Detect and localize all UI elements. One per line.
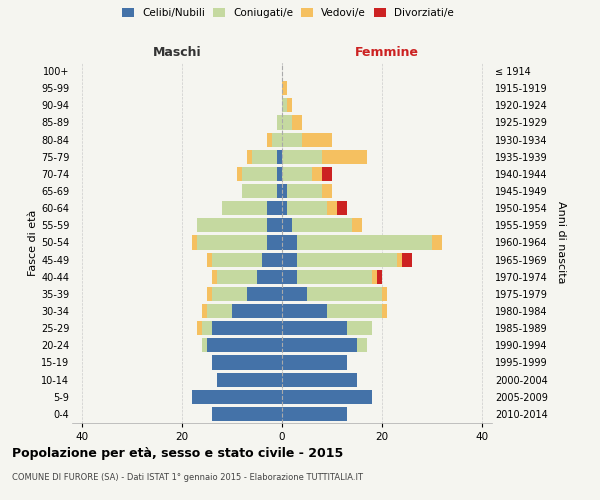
Bar [297,252,397,266]
Bar [282,201,287,215]
Bar [282,252,297,266]
Bar [382,287,387,301]
Bar [212,407,282,421]
Bar [282,407,347,421]
Bar [337,201,347,215]
Bar [372,270,377,284]
Bar [277,150,282,164]
Bar [242,184,277,198]
Bar [377,270,382,284]
Bar [212,356,282,370]
Bar [212,252,262,266]
Bar [217,372,282,386]
Bar [287,184,322,198]
Bar [237,167,242,181]
Bar [322,167,332,181]
Bar [217,270,257,284]
Bar [252,150,277,164]
Bar [347,321,372,335]
Bar [327,201,337,215]
Bar [267,218,282,232]
Bar [282,304,327,318]
Bar [212,321,282,335]
Bar [287,201,327,215]
Bar [397,252,402,266]
Bar [322,184,332,198]
Bar [312,167,322,181]
Bar [282,81,287,95]
Bar [207,304,232,318]
Bar [297,270,372,284]
Bar [282,116,292,130]
Bar [282,184,287,198]
Text: COMUNE DI FURORE (SA) - Dati ISTAT 1° gennaio 2015 - Elaborazione TUTTITALIA.IT: COMUNE DI FURORE (SA) - Dati ISTAT 1° ge… [12,472,363,482]
Bar [282,167,312,181]
Y-axis label: Fasce di età: Fasce di età [28,210,38,276]
Bar [202,321,212,335]
Bar [202,304,207,318]
Bar [322,150,367,164]
Bar [197,218,267,232]
Bar [212,287,247,301]
Bar [207,252,212,266]
Bar [207,287,212,301]
Bar [282,150,322,164]
Bar [282,218,292,232]
Bar [257,270,282,284]
Bar [402,252,412,266]
Bar [277,184,282,198]
Bar [192,236,197,250]
Bar [292,218,352,232]
Text: Maschi: Maschi [152,46,202,59]
Bar [282,98,287,112]
Bar [202,338,207,352]
Bar [327,304,382,318]
Bar [197,321,202,335]
Y-axis label: Anni di nascita: Anni di nascita [556,201,566,284]
Bar [282,287,307,301]
Bar [282,132,302,146]
Bar [222,201,267,215]
Bar [267,201,282,215]
Bar [192,390,282,404]
Bar [247,287,282,301]
Bar [292,116,302,130]
Bar [262,252,282,266]
Bar [212,270,217,284]
Bar [267,132,272,146]
Bar [197,236,267,250]
Bar [352,218,362,232]
Bar [307,287,382,301]
Bar [432,236,442,250]
Bar [357,338,367,352]
Bar [267,236,282,250]
Bar [247,150,252,164]
Bar [282,338,357,352]
Bar [242,167,277,181]
Bar [282,372,357,386]
Text: Femmine: Femmine [355,46,419,59]
Bar [282,356,347,370]
Bar [272,132,282,146]
Bar [297,236,432,250]
Bar [277,167,282,181]
Bar [282,321,347,335]
Bar [207,338,282,352]
Legend: Celibi/Nubili, Coniugati/e, Vedovi/e, Divorziati/e: Celibi/Nubili, Coniugati/e, Vedovi/e, Di… [119,5,457,21]
Bar [287,98,292,112]
Text: Popolazione per età, sesso e stato civile - 2015: Popolazione per età, sesso e stato civil… [12,448,343,460]
Bar [277,116,282,130]
Bar [282,236,297,250]
Bar [232,304,282,318]
Bar [302,132,332,146]
Bar [282,390,372,404]
Bar [382,304,387,318]
Bar [282,270,297,284]
